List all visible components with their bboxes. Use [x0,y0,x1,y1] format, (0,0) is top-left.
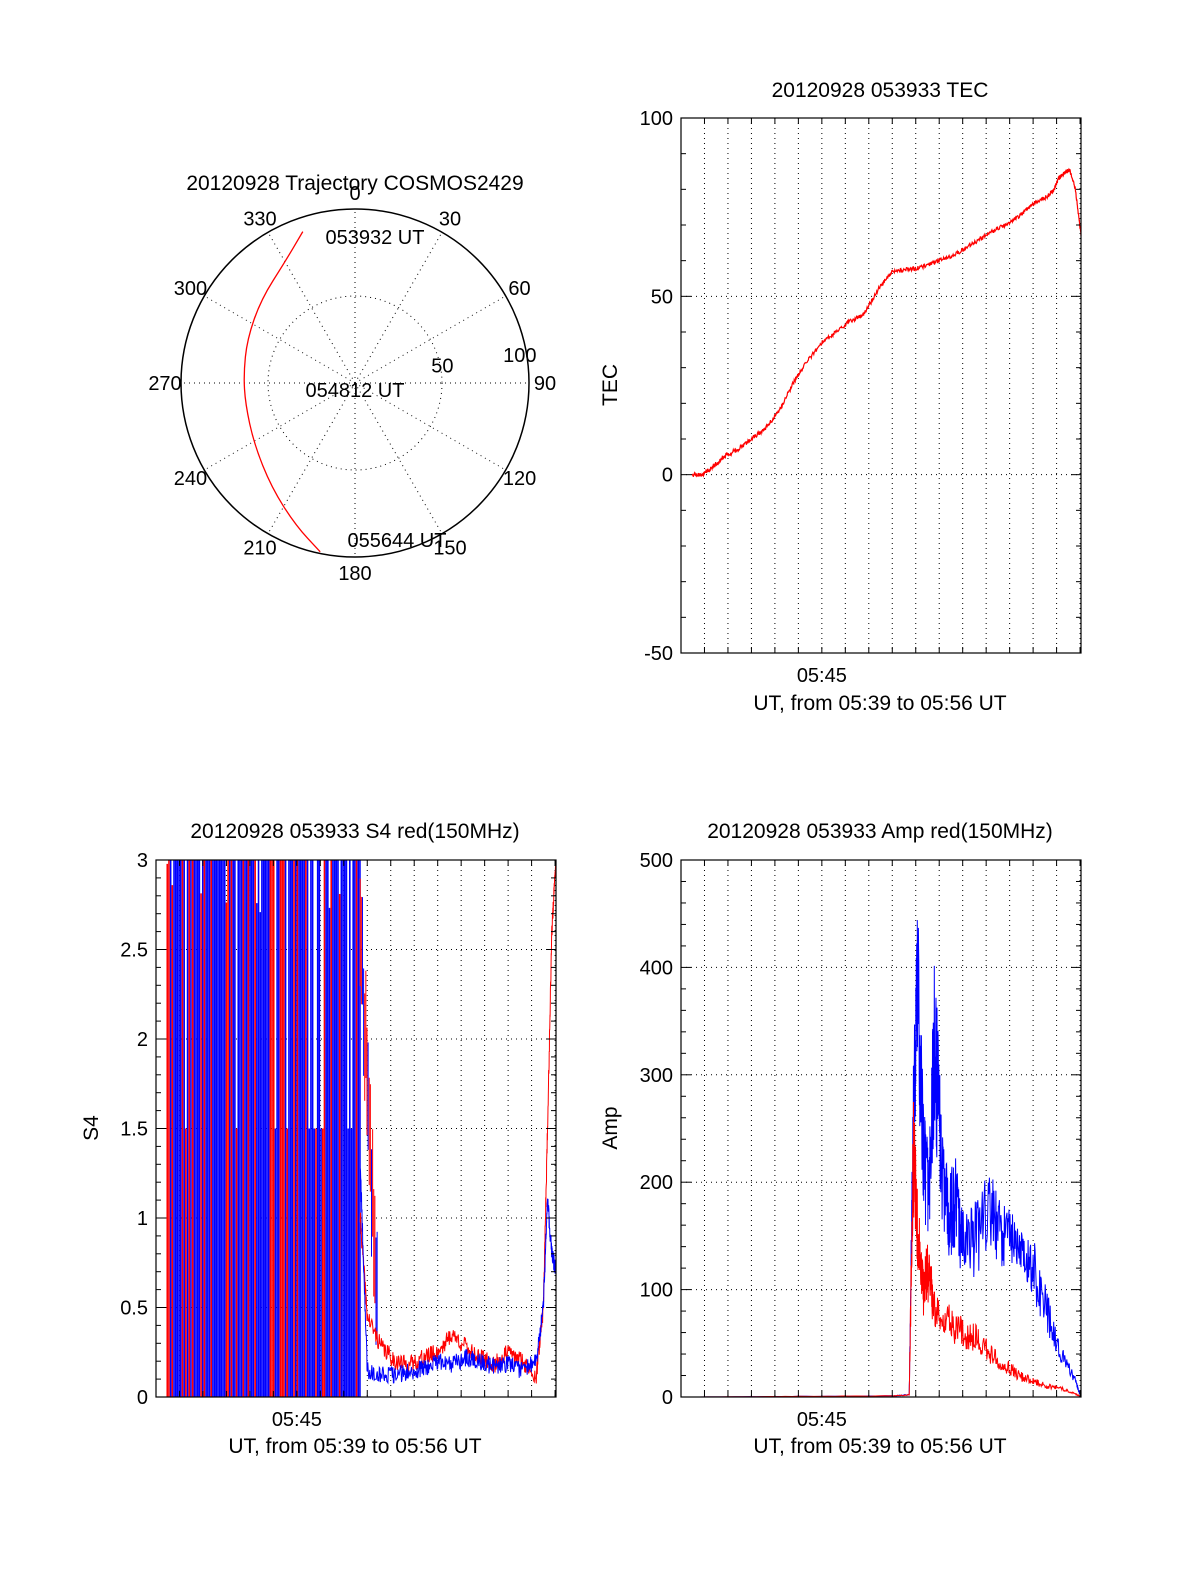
polar-radial-label: 50 [431,356,453,378]
polar-time-annotation: 055644 UT [348,530,447,552]
polar-time-annotation: 054812 UT [306,380,405,402]
x-tick-label: 05:45 [797,1409,847,1431]
polar-grid-circle [267,295,443,471]
s4-xlabel: UT, from 05:39 to 05:56 UT [228,1435,481,1458]
amp-ylabel: Amp [599,1106,622,1149]
y-tick-label: 100 [640,108,673,130]
polar-angle-label: 210 [243,538,276,560]
polar-spoke [267,232,356,384]
s4-ylabel: S4 [80,1115,103,1141]
s4-title: 20120928 053933 S4 red(150MHz) [190,820,519,843]
polar-angle-label: 180 [338,563,371,585]
polar-outer-ring [180,208,530,558]
polar-angle-label: 120 [503,468,536,490]
y-tick-label: 1 [137,1208,148,1230]
x-tick-label: 05:45 [797,665,847,687]
amp-xlabel: UT, from 05:39 to 05:56 UT [753,1435,1006,1458]
polar-spoke [267,382,356,534]
y-tick-label: 0.5 [120,1298,148,1320]
polar-angle-label: 300 [174,278,207,300]
polar-angle-label: 240 [174,468,207,490]
polar-title: 20120928 Trajectory COSMOS2429 [186,172,523,195]
y-tick-label: 2 [137,1029,148,1051]
polar-angle-label: 330 [243,208,276,230]
plot-frame [680,859,1082,1398]
red-series-line [359,859,557,1384]
saturated-band-group [166,860,378,1397]
y-tick-label: -50 [644,643,673,665]
y-tick-label: 300 [640,1065,673,1087]
tec-xlabel: UT, from 05:39 to 05:56 UT [753,692,1006,715]
y-tick-label: 50 [651,286,673,308]
polar-spoke [204,295,356,384]
polar-time-annotation: 053932 UT [326,227,425,249]
polar-angle-label: 60 [508,278,530,300]
polar-spoke [204,382,356,471]
polar-radial-label: 100 [503,345,536,367]
polar-angle-label: 30 [439,208,461,230]
tec-panel: 20120928 053933 TEC UT, from 05:39 to 05… [599,79,1082,715]
y-tick-label: 200 [640,1172,673,1194]
y-tick-label: 1.5 [120,1119,148,1141]
y-tick-label: 0 [662,1387,673,1409]
polar-angle-label: 270 [148,373,181,395]
polar-angle-label: 150 [433,538,466,560]
polar-spoke [354,382,506,471]
y-tick-label: 400 [640,957,673,979]
blue-series-line [692,920,1082,1398]
polar-angle-label: 90 [534,373,556,395]
s4-panel: 20120928 053933 S4 red(150MHz) UT, from … [80,820,557,1458]
polar-spoke [354,232,443,384]
polar-trajectory-line [243,231,321,553]
amp-panel: 20120928 053933 Amp red(150MHz) UT, from… [599,820,1082,1458]
polar-angle-label: 0 [349,183,360,205]
polar-trajectory-panel: 20120928 Trajectory COSMOS2429 0 30 60 90 12… [148,172,556,585]
polar-spoke [354,295,506,384]
tec-ylabel: TEC [599,364,622,406]
y-tick-label: 0 [137,1387,148,1409]
y-tick-label: 0 [662,465,673,487]
y-tick-label: 100 [640,1280,673,1302]
amp-title: 20120928 053933 Amp red(150MHz) [707,820,1053,843]
y-tick-label: 3 [137,850,148,872]
plot-frame [680,117,1082,654]
x-tick-label: 05:45 [272,1409,322,1431]
y-tick-label: 500 [640,850,673,872]
polar-spoke [354,382,443,534]
red-series-line [692,1101,1082,1398]
y-tick-label: 2.5 [120,940,148,962]
red-series-line [691,167,1082,478]
blue-series-line [359,1168,557,1385]
tec-title: 20120928 053933 TEC [772,79,989,102]
